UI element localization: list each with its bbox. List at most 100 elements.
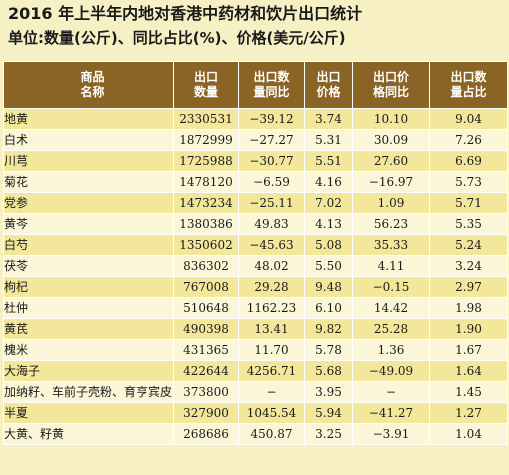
- cell-price: 5.31: [304, 129, 353, 151]
- cell-price-yoy: −16.97: [352, 171, 430, 193]
- cell-share: 5.35: [429, 213, 508, 235]
- table-row: 茯苓 836302 48.02 5.50 4.11 3.24: [3, 255, 508, 277]
- header-price: 出口 价格: [304, 61, 353, 109]
- cell-qty-yoy: −45.63: [238, 234, 305, 256]
- table-title: 2016 年上半年内地对香港中药材和饮片出口统计: [8, 4, 363, 23]
- header-share: 出口数 量占比: [429, 61, 508, 109]
- cell-qty-yoy: −25.11: [238, 192, 305, 214]
- cell-price-yoy: 56.23: [352, 213, 430, 235]
- cell-price-yoy: 27.60: [352, 150, 430, 172]
- cell-qty: 327900: [173, 402, 239, 424]
- cell-price-yoy: 4.11: [352, 255, 430, 277]
- table-row: 菊花 1478120 −6.59 4.16 −16.97 5.73: [3, 171, 508, 193]
- cell-share: 9.04: [429, 108, 508, 130]
- table-row: 党参 1473234 −25.11 7.02 1.09 5.71: [3, 192, 508, 214]
- cell-qty: 1380386: [173, 213, 239, 235]
- cell-share: 2.97: [429, 276, 508, 298]
- cell-share: 1.90: [429, 318, 508, 340]
- cell-price-yoy: −3.91: [352, 423, 430, 445]
- table-row: 枸杞 767008 29.28 9.48 −0.15 2.97: [3, 276, 508, 298]
- header-qty-yoy: 出口数 量同比: [238, 61, 305, 109]
- table-row: 黄芪 490398 13.41 9.82 25.28 1.90: [3, 318, 508, 340]
- cell-qty: 1473234: [173, 192, 239, 214]
- cell-share: 1.64: [429, 360, 508, 382]
- cell-price-yoy: 35.33: [352, 234, 430, 256]
- table-row: 加纳籽、车前子壳粉、育亨宾皮 373800−3.95−1.45: [3, 381, 508, 403]
- table-row: 白芍 1350602 −45.63 5.08 35.33 5.24: [3, 234, 508, 256]
- cell-price: 4.13: [304, 213, 353, 235]
- cell-price: 5.94: [304, 402, 353, 424]
- cell-share: 1.04: [429, 423, 508, 445]
- unit-line: 单位:数量(公斤)、同比占比(%)、价格(美元/公斤): [8, 29, 346, 47]
- cell-price: 5.68: [304, 360, 353, 382]
- table-row: 半夏 327900 1045.54 5.94 −41.27 1.27: [3, 402, 508, 424]
- cell-price: 5.08: [304, 234, 353, 256]
- cell-price: 5.78: [304, 339, 353, 361]
- table-row: 大海子 422644 4256.71 5.68 −49.09 1.64: [3, 360, 508, 382]
- table-body: 地黄 2330531 −39.12 3.74 10.10 9.04 白术 1872999 −27…: [3, 108, 508, 445]
- cell-qty: 268686: [173, 423, 239, 445]
- cell-qty-yoy: 4256.71: [238, 360, 305, 382]
- cell-qty-yoy: 48.02: [238, 255, 305, 277]
- cell-price: 5.50: [304, 255, 353, 277]
- cell-qty: 510648: [173, 297, 239, 319]
- cell-name: 白芍: [3, 234, 174, 256]
- cell-name: 地黄: [3, 108, 174, 130]
- cell-share: 5.24: [429, 234, 508, 256]
- cell-share: 1.45: [429, 381, 508, 403]
- cell-price: 9.82: [304, 318, 353, 340]
- cell-price-yoy: 1.36: [352, 339, 430, 361]
- cell-share: 1.67: [429, 339, 508, 361]
- cell-price-yoy: 1.09: [352, 192, 430, 214]
- table-row: 白术 1872999 −27.27 5.31 30.09 7.26: [3, 129, 508, 151]
- cell-price-yoy: 14.42: [352, 297, 430, 319]
- cell-qty: 836302: [173, 255, 239, 277]
- cell-name: 加纳籽、车前子壳粉、育亨宾皮: [3, 381, 174, 403]
- table-row: 槐米 431365 11.70 5.78 1.36 1.67: [3, 339, 508, 361]
- cell-name: 杜仲: [3, 297, 174, 319]
- cell-name: 黄芪: [3, 318, 174, 340]
- cell-qty-yoy: 13.41: [238, 318, 305, 340]
- table-row: 地黄 2330531 −39.12 3.74 10.10 9.04: [3, 108, 508, 130]
- cell-qty-yoy: −6.59: [238, 171, 305, 193]
- cell-name: 茯苓: [3, 255, 174, 277]
- cell-name: 槐米: [3, 339, 174, 361]
- cell-qty-yoy: 1162.23: [238, 297, 305, 319]
- cell-qty: 422644: [173, 360, 239, 382]
- cell-qty-yoy: 1045.54: [238, 402, 305, 424]
- cell-qty: 431365: [173, 339, 239, 361]
- cell-name: 党参: [3, 192, 174, 214]
- cell-name: 川芎: [3, 150, 174, 172]
- cell-qty-yoy: 11.70: [238, 339, 305, 361]
- cell-qty-yoy: −: [238, 381, 305, 403]
- cell-price-yoy: −0.15: [352, 276, 430, 298]
- header-price-yoy: 出口价 格同比: [352, 61, 430, 109]
- cell-price-yoy: 25.28: [352, 318, 430, 340]
- cell-price: 7.02: [304, 192, 353, 214]
- cell-share: 5.71: [429, 192, 508, 214]
- cell-share: 3.24: [429, 255, 508, 277]
- cell-name: 大黄、籽黄: [3, 423, 174, 445]
- cell-name: 半夏: [3, 402, 174, 424]
- cell-share: 6.69: [429, 150, 508, 172]
- cell-qty: 1350602: [173, 234, 239, 256]
- cell-price-yoy: 30.09: [352, 129, 430, 151]
- cell-name: 枸杞: [3, 276, 174, 298]
- cell-price-yoy: −49.09: [352, 360, 430, 382]
- cell-price: 9.48: [304, 276, 353, 298]
- cell-qty-yoy: −30.77: [238, 150, 305, 172]
- table-row: 黄芩 1380386 49.83 4.13 56.23 5.35: [3, 213, 508, 235]
- cell-price: 5.51: [304, 150, 353, 172]
- table-row: 大黄、籽黄 268686 450.87 3.25 −3.91 1.04: [3, 423, 508, 445]
- header-row: 商品 名称 出口 数量 出口数 量同比 出口 价格 出口价 格同比 出口数 量占比: [3, 61, 508, 109]
- cell-qty: 1478120: [173, 171, 239, 193]
- cell-price: 3.95: [304, 381, 353, 403]
- cell-name: 黄芩: [3, 213, 174, 235]
- cell-qty-yoy: 450.87: [238, 423, 305, 445]
- cell-price-yoy: 10.10: [352, 108, 430, 130]
- cell-qty-yoy: 29.28: [238, 276, 305, 298]
- cell-name: 大海子: [3, 360, 174, 382]
- cell-qty-yoy: −39.12: [238, 108, 305, 130]
- cell-price: 4.16: [304, 171, 353, 193]
